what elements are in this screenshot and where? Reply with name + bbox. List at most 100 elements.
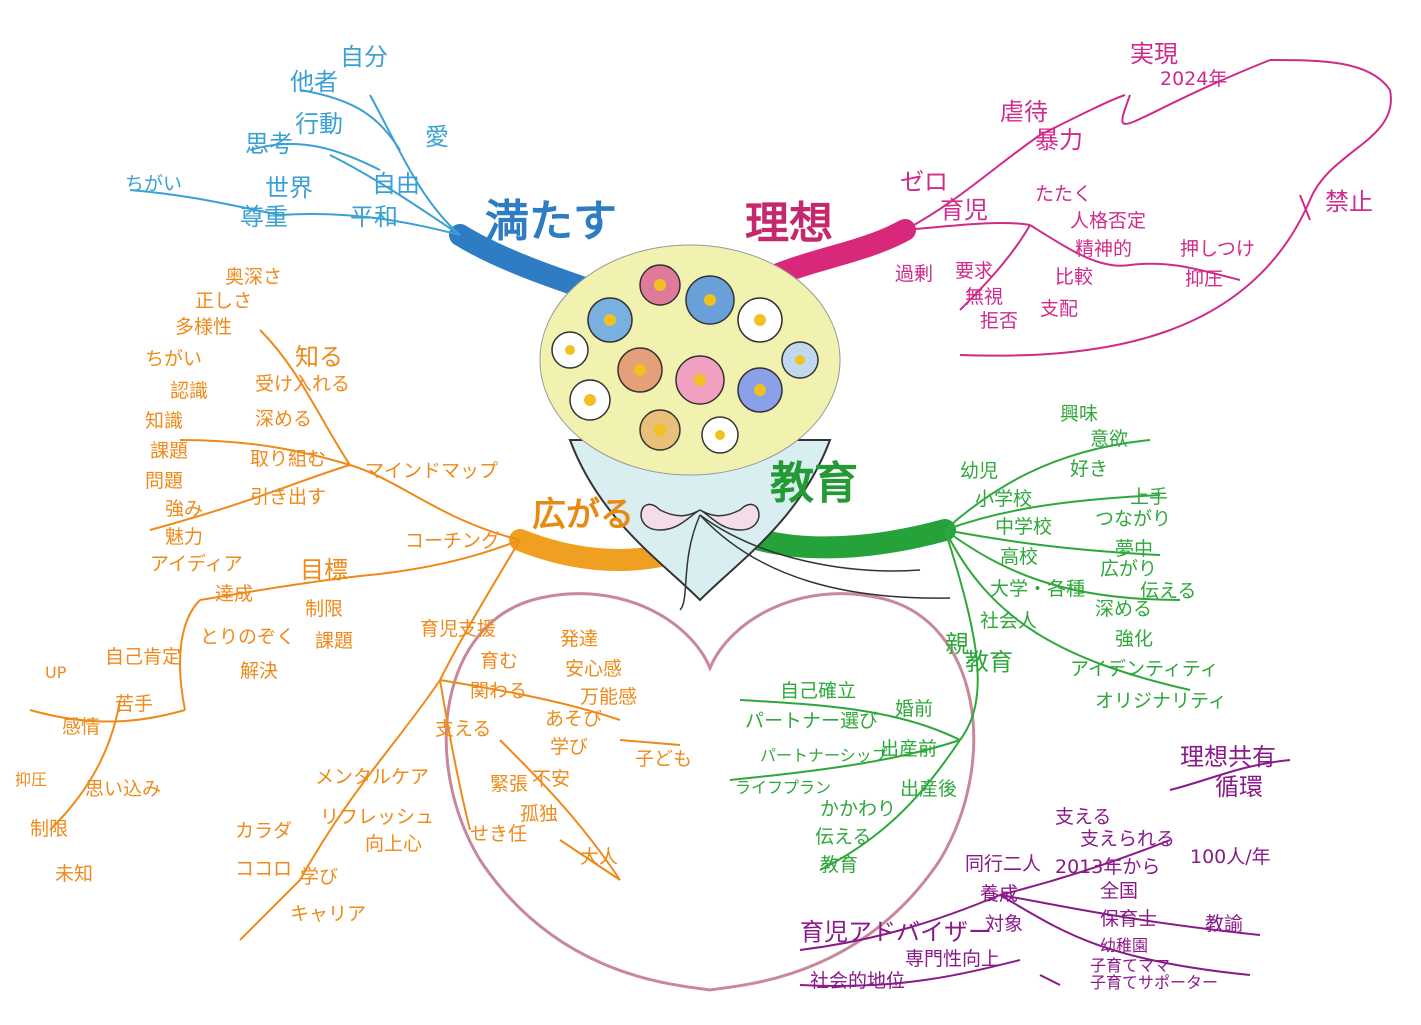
label-ikuji-adviser: 育児アドバイザー (800, 918, 992, 946)
label-yokuatsu-orange: 抑圧 (15, 770, 48, 789)
label-kanjou: 感情 (62, 716, 101, 738)
label-sasaeru-purple: 支える (1055, 806, 1112, 828)
label-shiru: 知る (295, 343, 343, 371)
label-hoikushi: 保育士 (1100, 908, 1158, 930)
label-otona: 大人 (580, 846, 619, 868)
label-manabi: 学び (550, 736, 589, 758)
label-fuan: 不安 (532, 768, 571, 790)
label-seigen: 制限 (305, 598, 344, 620)
label-bannoukan: 万能感 (580, 686, 638, 708)
branch-hirogaru-trunk (509, 529, 676, 571)
label-lifeplan: ライフプラン (735, 778, 832, 797)
label-career: キャリア (290, 903, 367, 925)
label-asobi: あそび (545, 708, 603, 730)
label-junkan: 循環 (1215, 773, 1263, 801)
label-chuugakkou: 中学校 (995, 516, 1053, 538)
label-kakawaru: 関わる (470, 680, 528, 702)
label-sango: 出産後 (900, 778, 958, 800)
label-tsutaeru2: 伝える (815, 826, 872, 848)
label-risou-kyouyuu: 理想共有 (1180, 743, 1276, 771)
label-chishiki: 知識 (145, 410, 184, 432)
label-sanzen: 出産前 (880, 738, 938, 760)
label-konzen: 婚前 (895, 698, 934, 720)
label-yousei: 養成 (980, 883, 1019, 905)
label-sodatemama: 子育てママ (1090, 956, 1171, 975)
label-anshinkan: 安心感 (565, 658, 623, 680)
label-kinshi: 禁止 (1325, 188, 1373, 216)
label-muchuu: 夢中 (1115, 538, 1154, 560)
label-kadai: 課題 (150, 440, 189, 462)
label-tsutaeru: 伝える (1140, 580, 1197, 602)
label-torinozoku: とりのぞく (200, 626, 296, 648)
label-seigen2: 制限 (30, 818, 69, 840)
label-hattatsu: 発達 (560, 628, 599, 650)
label-zero: ゼロ (900, 168, 948, 196)
label-bouryoku: 暴力 (1035, 126, 1083, 154)
label-hagukumu: 育む (480, 650, 519, 672)
label-shikou: 思考 (245, 130, 293, 158)
label-yokuatsu-pink: 抑圧 (1185, 268, 1224, 290)
label-sasaeru-orange: 支える (435, 718, 492, 740)
branch-title-kyouiku: 教育 (770, 458, 858, 509)
label-sekinin: せき任 (470, 823, 528, 845)
label-kyohi: 拒否 (980, 310, 1019, 332)
label-tadashisa: 正しさ (195, 290, 253, 312)
label-identity: アイデンティティ (1070, 658, 1219, 680)
label-kyouka: 強化 (1115, 628, 1154, 650)
label-jitsugen: 実現 (1130, 40, 1178, 68)
label-omoikomi: 思い込み (85, 778, 162, 800)
label-kadai2: 課題 (315, 630, 354, 652)
label-jouzu: 上手 (1130, 486, 1169, 508)
label-coaching: コーチング (405, 530, 501, 552)
label-fukameru-green: 深める (1095, 598, 1153, 620)
label-karada: カラダ (235, 820, 293, 842)
label-up: UP (45, 663, 67, 682)
label-jinkaku: 人格否定 (1070, 210, 1147, 232)
label-kinchou: 緊張 (490, 773, 529, 795)
label-mental: メンタルケア (315, 766, 430, 788)
branch-title-risou: 理想 (745, 198, 833, 249)
label-suki: 好き (1070, 458, 1109, 480)
label-partnership: パートナーシップ (760, 746, 888, 765)
label-zenkoku: 全国 (1100, 880, 1139, 902)
label-ai: 愛 (425, 123, 449, 151)
label-jiyuu: 自由 (372, 170, 420, 198)
label-chigai-orange: ちがい (145, 348, 203, 370)
label-ukeireru: 受け入れる (255, 373, 351, 395)
label-kaiketsu: 解決 (240, 660, 279, 682)
label-tayousei: 多様性 (175, 316, 233, 338)
label-taishou: 対象 (985, 913, 1024, 935)
label-tsunagari: つながり (1095, 508, 1172, 530)
label-hikidasu: 引き出す (250, 486, 327, 508)
label-torikumu: 取り組む (250, 448, 327, 470)
label-miryoku: 魅力 (165, 526, 204, 548)
label-kajou: 過剰 (895, 263, 934, 285)
label-idea: アイディア (150, 553, 243, 575)
label-youchi: 100人/年 (1190, 846, 1271, 868)
label-hikaku: 比較 (1055, 266, 1094, 288)
label-oshitsuke: 押しつけ (1180, 238, 1255, 260)
label-kokoro: ココロ (235, 858, 293, 880)
label-kyouiku2: 教育 (820, 854, 859, 876)
label-2024: 2024年 (1160, 68, 1228, 90)
label-koudou: 行動 (295, 110, 343, 138)
label-ikuji-shien: 育児支援 (420, 618, 497, 640)
label-refresh: リフレッシュ (320, 806, 435, 828)
label-gyakutai: 虐待 (1000, 98, 1048, 126)
label-jibun: 自分 (340, 43, 388, 71)
branch-kyouiku-trunk (749, 519, 956, 559)
label-okubukasa: 奥深さ (225, 266, 283, 288)
flower-bouquet-icon (539, 244, 951, 611)
label-ninshiki: 認識 (170, 380, 209, 402)
label-originality: オリジナリティ (1095, 690, 1227, 712)
label-kodoku: 孤独 (520, 803, 559, 825)
label-senmonsei: 専門性向上 (905, 948, 1001, 970)
label-seido: 2013年から (1055, 856, 1161, 878)
label-kodomo: 子ども (635, 748, 693, 770)
label-doukou: 同行二人 (965, 853, 1042, 875)
label-kyoumi: 興味 (1060, 403, 1099, 425)
label-tsuyomi: 強み (165, 498, 204, 520)
label-iyoku: 意欲 (1090, 428, 1129, 450)
label-mindmap: マインドマップ (365, 460, 499, 482)
